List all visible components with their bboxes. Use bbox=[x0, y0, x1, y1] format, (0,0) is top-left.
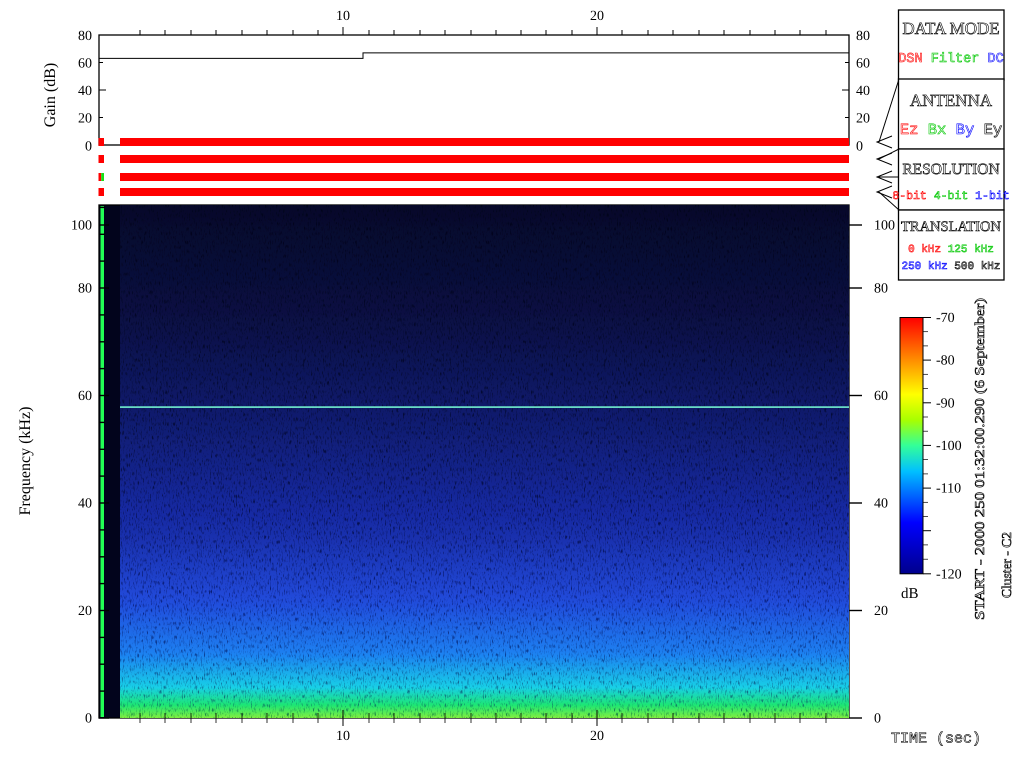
svg-text:20: 20 bbox=[856, 112, 870, 127]
svg-text:-110: -110 bbox=[936, 482, 961, 497]
svg-text:20: 20 bbox=[78, 112, 92, 127]
svg-text:40: 40 bbox=[78, 84, 92, 99]
svg-text:60: 60 bbox=[874, 389, 888, 404]
svg-text:20: 20 bbox=[874, 604, 888, 619]
svg-text:60: 60 bbox=[856, 57, 870, 72]
svg-text:0: 0 bbox=[856, 140, 863, 155]
svg-text:80: 80 bbox=[874, 282, 888, 297]
svg-text:10: 10 bbox=[336, 9, 350, 24]
svg-text:-90: -90 bbox=[936, 396, 955, 411]
svg-text:ANTENNA: ANTENNA bbox=[910, 91, 993, 110]
svg-text:0: 0 bbox=[874, 712, 881, 727]
svg-text:250 kHz 500 kHz: 250 kHz 500 kHz bbox=[901, 261, 1000, 273]
svg-text:DSN Filter DC: DSN Filter DC bbox=[898, 52, 1003, 67]
svg-text:80: 80 bbox=[856, 29, 870, 44]
svg-text:40: 40 bbox=[874, 497, 888, 512]
svg-text:-70: -70 bbox=[936, 311, 955, 326]
svg-text:-100: -100 bbox=[936, 439, 962, 454]
svg-text:RESOLUTION: RESOLUTION bbox=[902, 161, 999, 178]
svg-text:100: 100 bbox=[71, 219, 92, 234]
svg-text:dB: dB bbox=[901, 586, 919, 602]
svg-text:START - 2000 250 01:32:00.290: START - 2000 250 01:32:00.290 (6 Septemb… bbox=[972, 298, 987, 620]
svg-text:20: 20 bbox=[590, 9, 604, 24]
svg-text:TIME (sec): TIME (sec) bbox=[891, 731, 981, 748]
svg-text:Cluster - C2: Cluster - C2 bbox=[999, 532, 1014, 598]
svg-text:80: 80 bbox=[78, 282, 92, 297]
svg-text:100: 100 bbox=[874, 219, 895, 234]
svg-text:40: 40 bbox=[78, 497, 92, 512]
svg-text:Gain (dB): Gain (dB) bbox=[42, 63, 59, 127]
svg-text:60: 60 bbox=[78, 57, 92, 72]
svg-text:TRANSLATION: TRANSLATION bbox=[901, 219, 1001, 235]
svg-text:40: 40 bbox=[856, 84, 870, 99]
svg-text:20: 20 bbox=[78, 604, 92, 619]
svg-text:Frequency (kHz): Frequency (kHz) bbox=[17, 407, 34, 516]
svg-text:20: 20 bbox=[590, 729, 604, 744]
svg-text:8-bit 4-bit 1-bit: 8-bit 4-bit 1-bit bbox=[892, 190, 1009, 203]
svg-text:DATA MODE: DATA MODE bbox=[902, 19, 999, 38]
svg-text:0: 0 bbox=[85, 140, 92, 155]
svg-text:0 kHz 125 kHz: 0 kHz 125 kHz bbox=[908, 244, 994, 256]
svg-text:10: 10 bbox=[336, 729, 350, 744]
svg-text:60: 60 bbox=[78, 389, 92, 404]
svg-text:-120: -120 bbox=[936, 567, 962, 582]
svg-text:80: 80 bbox=[78, 29, 92, 44]
svg-text:Ez Bx By Ey: Ez Bx By Ey bbox=[900, 121, 1002, 139]
svg-text:0: 0 bbox=[85, 712, 92, 727]
svg-text:-80: -80 bbox=[936, 354, 955, 369]
